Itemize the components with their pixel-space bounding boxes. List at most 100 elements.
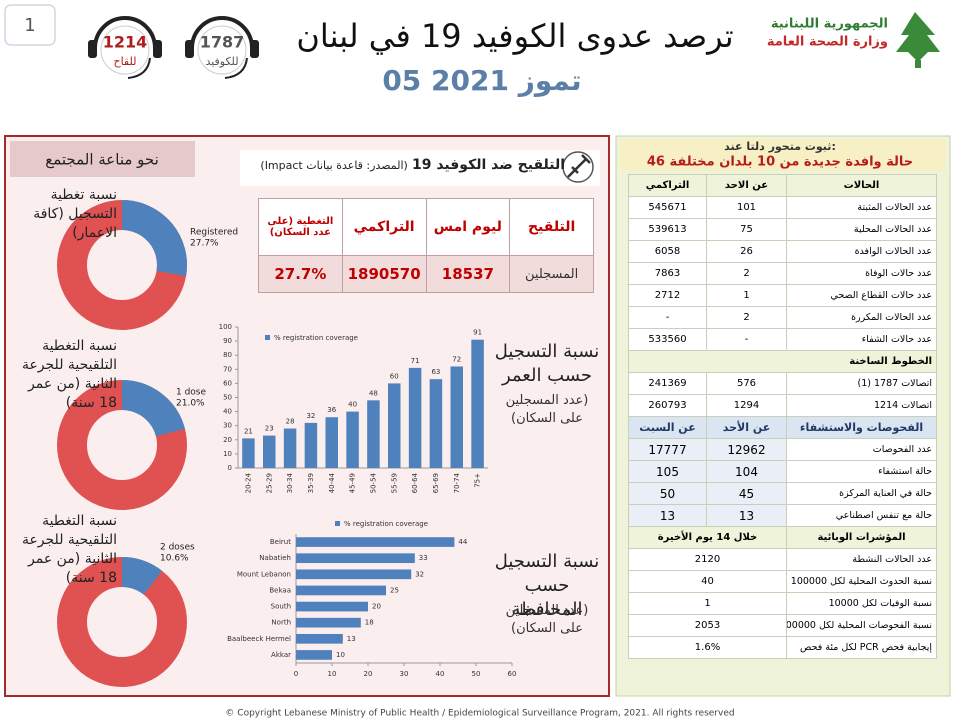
table-cell: 101: [706, 196, 787, 219]
value-label: 10: [336, 651, 345, 659]
table-cell: 2: [706, 262, 787, 285]
table-cell: 260793: [628, 394, 707, 417]
y-tick-label: 80: [223, 351, 232, 359]
table-cell: 6058: [628, 240, 707, 263]
y-tick-label: Akkar: [271, 651, 291, 659]
y-tick-label: Nabatieh: [259, 554, 291, 562]
x-tick-label: 0: [294, 670, 298, 678]
legend-label: % registration coverage: [274, 334, 358, 342]
y-tick-label: 40: [223, 408, 232, 416]
value-label: 48: [369, 389, 378, 397]
x-tick-label: 75+: [474, 473, 482, 488]
bar: [242, 438, 255, 468]
bar: [450, 366, 463, 468]
table-cell: الخطوط الساخنة: [628, 350, 937, 373]
x-tick-label: 65-69: [432, 473, 440, 493]
value-label: 20: [372, 603, 381, 611]
section-title: نحو مناعة المجتمع: [45, 151, 159, 169]
chart-caption: نسبة التسجيل حسب العمر: [494, 341, 600, 386]
page-number: 1: [24, 15, 35, 36]
vaccination-table: التلقيح ليوم امس التراكمي التغطية (على عدد …: [258, 198, 594, 293]
table-cell: عدد حالات القطاع الصحي: [786, 284, 937, 307]
x-tick-label: 50: [472, 670, 481, 678]
table-row: نسبة الفحوصات المحلية لكل 1000002053: [628, 614, 937, 637]
hotline-label: للقاح: [113, 55, 136, 68]
table-row: عدد الفحوصات 12962 17777: [628, 438, 937, 461]
table-cell: 533560: [628, 328, 707, 351]
bar: [296, 650, 332, 660]
y-tick-label: 60: [223, 379, 232, 387]
footer: © Copyright Lebanese Ministry of Public …: [225, 709, 734, 719]
table-cell: 105: [628, 460, 707, 483]
table-cell: نسبة الفحوصات المحلية لكل 100000: [786, 614, 937, 637]
x-tick-label: 40: [436, 670, 445, 678]
table-header-cell: التلقيح: [509, 198, 594, 256]
donut-slice: [121, 557, 163, 595]
chart-caption: نسبة التسجيل حسب المحافظة: [494, 551, 600, 620]
x-tick-label: 70-74: [453, 472, 461, 493]
table-cell: الحالات: [786, 174, 937, 197]
table-row: الفحوصات والاستشفاء عن الأحد عن السبت: [628, 416, 937, 439]
vaccination-source: (المصدر: قاعدة بيانات Impact): [260, 159, 408, 172]
x-tick-label: 30-34: [286, 472, 294, 493]
value-label: 36: [327, 406, 336, 414]
y-tick-label: Baalbeeck Hermel: [227, 635, 291, 643]
table-cell: 13: [628, 504, 707, 527]
x-tick-label: 35-39: [307, 473, 315, 493]
table-cell: 17777: [628, 438, 707, 461]
table-cell: عن السبت: [628, 416, 707, 439]
table-row: عدد حالات الوفاة 2 7863: [628, 262, 937, 285]
value-label: 91: [473, 329, 482, 337]
donut-label: 2 doses: [160, 543, 195, 553]
ministry-line: وزارة الصحة العامة: [767, 35, 888, 50]
bar: [296, 585, 386, 596]
value-label: 44: [458, 538, 467, 546]
bar: [296, 601, 368, 612]
chart-subcaption: (عدد المسجلين على السكان): [505, 393, 589, 426]
bar: [388, 383, 401, 468]
table-cell: نسبة الحدوث المحلية لكل 100000: [786, 570, 937, 593]
table-cell: اتصالات 1787 (1): [786, 372, 937, 395]
table-header-cell: التراكمي: [341, 198, 427, 256]
value-label: 72: [452, 355, 461, 363]
table-row: عدد حالات الشفاء -533560: [628, 328, 937, 351]
report-date: 05 تموز 2021: [382, 64, 581, 97]
table-cell: 539613: [628, 218, 707, 241]
legend-label: % registration coverage: [344, 520, 428, 528]
table-cell: 1890570: [341, 255, 427, 293]
table-cell: 2712: [628, 284, 707, 307]
bar: [283, 428, 297, 468]
table-cell: 45: [706, 482, 787, 505]
bar: [296, 537, 455, 547]
value-label: 21: [244, 427, 253, 435]
y-tick-label: Beirut: [270, 538, 291, 546]
table-row: عدد الحالات الوافدة 26 6058: [628, 240, 937, 263]
table-cell: التراكمي: [628, 174, 707, 197]
y-tick-label: 100: [219, 323, 232, 331]
table-cell: عدد الحالات المثبتة: [786, 196, 937, 219]
donut-value: 21.0%: [176, 399, 205, 409]
value-label: 18: [365, 619, 374, 627]
hotline-badge: [185, 16, 259, 79]
donut-caption: نسبة التغطية التلقيحية للجرعة الثانية (م…: [21, 338, 117, 411]
value-label: 32: [306, 412, 315, 420]
table-cell: 50: [628, 482, 707, 505]
value-label: 60: [390, 372, 399, 380]
bar: [325, 417, 338, 468]
table-row: حالة استشفاء 104 105: [628, 460, 937, 483]
cedar-logo: [896, 12, 940, 68]
table-cell: 1: [706, 284, 787, 307]
table-cell: عدد الحالات الوافدة: [786, 240, 937, 263]
hotline-badge: [88, 16, 162, 79]
legend-swatch: [265, 335, 270, 340]
alert-title: ثبوت متحور دلتا عند:: [724, 140, 836, 153]
table-cell: عدد الحالات النشطة: [786, 548, 937, 571]
y-tick-label: 10: [223, 450, 232, 458]
vaccination-title: التلقيح ضد الكوفيد 19: [411, 157, 565, 173]
table-cell: 104: [706, 460, 787, 483]
table-cell: 2120: [628, 548, 787, 571]
table-cell: 241369: [628, 372, 707, 395]
bar: [296, 617, 361, 628]
value-label: 33: [419, 554, 428, 562]
